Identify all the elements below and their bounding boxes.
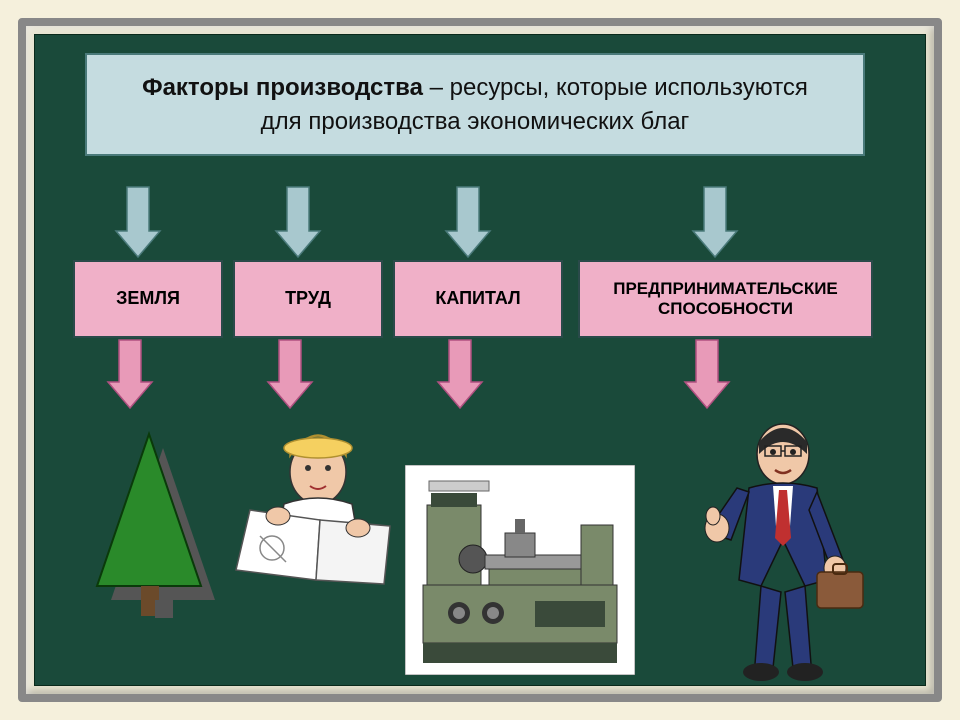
illustration-labor-worker — [230, 410, 400, 590]
title-box: Факторы производства – ресурсы, которые … — [85, 53, 865, 156]
title-text-2: для производства экономических благ — [261, 108, 690, 135]
factor-box-2: КАПИТАЛ — [393, 260, 563, 338]
title-text-1: – ресурсы, которые используются — [423, 74, 808, 101]
factor-box-1: ТРУД — [233, 260, 383, 338]
illustration-entrepreneur-businessman — [675, 410, 875, 685]
factor-box-3: ПРЕДПРИНИМАТЕЛЬСКИЕ СПОСОБНОСТИ — [578, 260, 873, 338]
title-bold: Факторы производства — [142, 74, 423, 101]
chalkboard: Факторы производства – ресурсы, которые … — [34, 34, 926, 686]
illustration-capital-lathe — [405, 465, 635, 675]
factor-box-0: ЗЕМЛЯ — [73, 260, 223, 338]
illustration-land-tree — [83, 430, 223, 620]
